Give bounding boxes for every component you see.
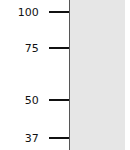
- svg-text:100: 100: [18, 6, 39, 19]
- svg-text:37: 37: [25, 132, 39, 145]
- svg-text:50: 50: [25, 94, 39, 107]
- svg-text:75: 75: [25, 42, 39, 55]
